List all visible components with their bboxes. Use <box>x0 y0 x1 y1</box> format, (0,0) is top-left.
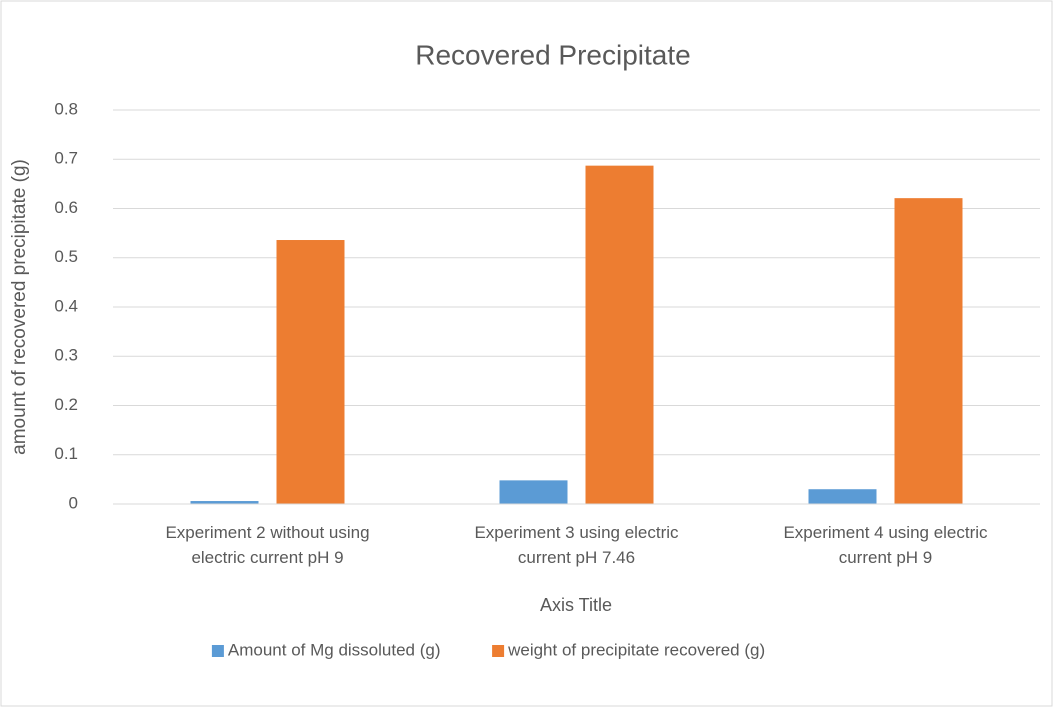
bar <box>276 240 345 504</box>
y-tick-label: 0.3 <box>54 346 78 365</box>
x-tick-label: Experiment 4 using electric current pH 9 <box>783 523 988 567</box>
y-axis-title: amount of recovered precipitate (g) <box>9 159 30 455</box>
bar <box>585 165 654 504</box>
bar <box>808 489 877 504</box>
bar <box>894 198 963 504</box>
bar <box>499 480 568 504</box>
legend-label: weight of precipitate recovered (g) <box>507 640 765 659</box>
y-tick-label: 0.2 <box>54 395 78 414</box>
y-tick-label: 0.8 <box>54 99 78 118</box>
bar <box>190 501 259 504</box>
x-tick-label: Experiment 2 without using electric curre… <box>165 523 369 567</box>
chart-title: Recovered Precipitate <box>415 39 690 70</box>
legend-swatch <box>492 645 505 657</box>
y-tick-label: 0 <box>69 493 78 512</box>
legend-swatch <box>211 645 224 657</box>
y-tick-label: 0.7 <box>54 149 78 168</box>
x-axis-title: Axis Title <box>540 595 612 615</box>
y-tick-label: 0.4 <box>54 296 78 315</box>
x-tick-label: Experiment 3 using electric current pH 7.… <box>474 523 679 567</box>
y-tick-label: 0.5 <box>54 247 78 266</box>
y-tick-label: 0.6 <box>54 198 78 217</box>
legend-label: Amount of Mg dissoluted (g) <box>228 640 441 659</box>
y-tick-label: 0.1 <box>54 444 78 463</box>
